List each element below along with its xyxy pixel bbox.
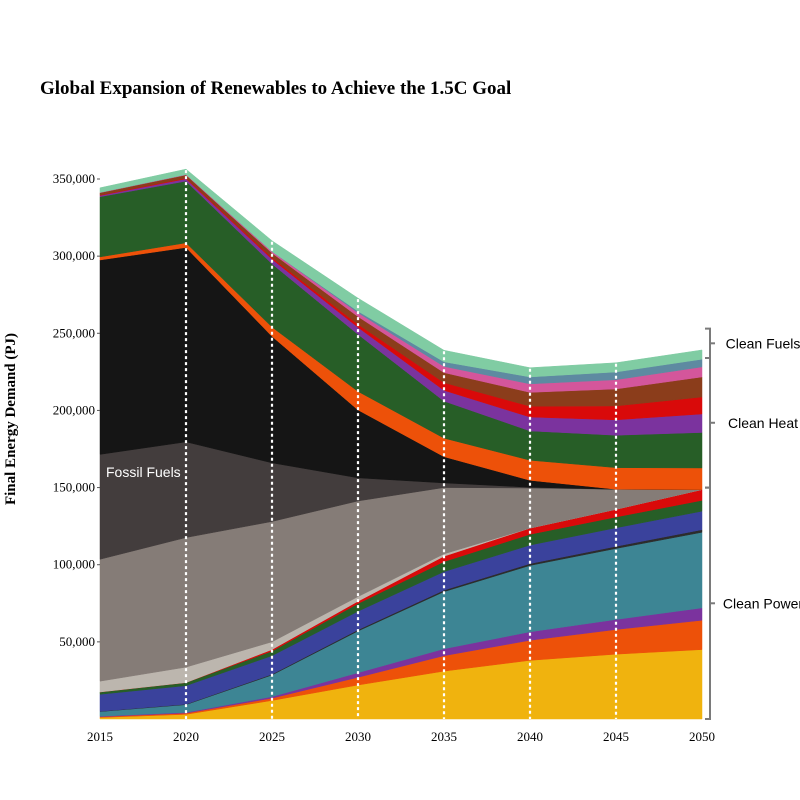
x-tick-label: 2030: [345, 729, 371, 744]
y-tick-label: 300,000: [53, 248, 95, 263]
y-tick-label: 350,000: [53, 171, 95, 186]
group-label-clean-fuels: Clean Fuels: [726, 335, 800, 351]
group-brackets: Clean Power Clean Heat Clean Fuels: [705, 327, 800, 720]
area-layers: [99, 168, 703, 720]
area-series-20: [99, 168, 703, 378]
chart-title: Global Expansion of Renewables to Achiev…: [40, 78, 511, 99]
bracket-clean-power: [705, 486, 711, 720]
y-tick-label: 250,000: [53, 325, 95, 340]
bracket-clean-fuels: [705, 327, 711, 359]
x-tick-label: 2045: [603, 729, 629, 744]
y-axis-ticks: 50,000 100,000 150,000 200,000 250,000 300,00…: [53, 171, 100, 649]
bracket-clean-heat: [705, 356, 711, 489]
x-tick-label: 2025: [259, 729, 285, 744]
x-tick-label: 2050: [689, 729, 715, 744]
x-axis-ticks: 2015 2020 2025 2030 2035 2040 2045 2050: [87, 729, 715, 744]
y-axis-label: Final Energy Demand (PJ): [3, 333, 19, 505]
y-tick-label: 50,000: [59, 634, 95, 649]
group-label-clean-power: Clean Power: [723, 595, 800, 611]
annotation-fossil-fuels: Fossil Fuels: [106, 464, 181, 480]
x-tick-label: 2020: [173, 729, 199, 744]
x-tick-label: 2035: [431, 729, 457, 744]
y-tick-label: 150,000: [53, 480, 95, 495]
y-tick-label: 100,000: [53, 557, 95, 572]
year-dashed-lines: [184, 170, 618, 719]
x-tick-label: 2015: [87, 729, 113, 744]
x-tick-label: 2040: [517, 729, 543, 744]
y-tick-label: 200,000: [53, 402, 95, 417]
group-label-clean-heat: Clean Heat: [728, 415, 798, 431]
